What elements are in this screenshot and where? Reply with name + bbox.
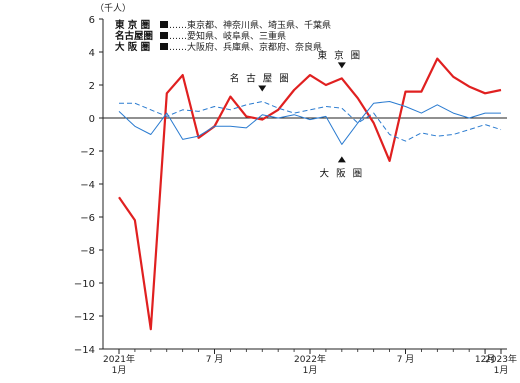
y-unit-label: （千人）	[95, 3, 131, 14]
series-line-2	[119, 101, 502, 142]
y-tick-label: 4	[89, 48, 95, 59]
legend-swatch	[160, 32, 168, 39]
x-tick-label: 2023年	[485, 353, 517, 365]
series-line-3	[118, 101, 501, 145]
x-tick-label-line2: 1月	[112, 365, 127, 376]
legend-desc: ……大阪府、兵庫県、京都府、奈良県	[169, 41, 322, 53]
annotation-arrow-down	[258, 85, 267, 92]
x-tick-label-line2: 1月	[494, 365, 509, 376]
y-tick-label: −12	[74, 312, 95, 323]
y-tick-label: −2	[80, 147, 95, 158]
x-tick-label: 12月	[475, 354, 495, 365]
legend-swatch	[160, 21, 168, 28]
annotation-label: 大 阪 圏	[320, 167, 365, 179]
x-tick-label: 7 月	[397, 354, 415, 365]
annotation-arrow-down	[337, 62, 346, 69]
y-tick-label: 0	[89, 114, 95, 125]
legend-swatch	[160, 43, 168, 50]
x-tick-label: 2021年	[103, 353, 135, 365]
legend-desc: ……東京都、神奈川県、埼玉県、千葉県	[169, 19, 331, 31]
y-tick-label: −4	[80, 180, 95, 191]
legend-key: 大 阪 圏	[115, 41, 150, 53]
annotation-label: 東 京 圏	[318, 49, 363, 61]
legend-key: 名古屋圏	[115, 30, 153, 42]
y-tick-label: 2	[89, 81, 95, 92]
y-tick-label: −10	[74, 279, 95, 290]
legend-desc: ……愛知県、岐阜県、三重県	[169, 30, 286, 42]
annotations: 東 京 圏名 古 屋 圏大 阪 圏	[230, 49, 365, 179]
x-tick-label: 2022年	[294, 353, 326, 365]
series-line-1	[118, 57, 502, 331]
annotation-arrow-up	[337, 156, 346, 163]
legend-key: 東 京 圏	[114, 19, 150, 31]
annotation-label: 名 古 屋 圏	[230, 73, 291, 85]
y-tick-label: 6	[89, 15, 95, 26]
x-tick-label: 7 月	[206, 354, 224, 365]
y-tick-label: −6	[80, 213, 95, 224]
series-group	[118, 57, 502, 331]
y-tick-label: −14	[74, 345, 95, 356]
x-tick-label-line2: 1月	[303, 365, 318, 376]
y-tick-label: −8	[80, 246, 95, 257]
